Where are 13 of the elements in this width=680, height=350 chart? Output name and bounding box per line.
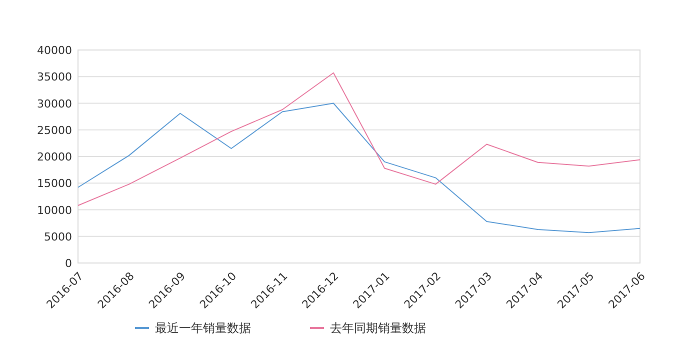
y-tick-label: 15000 (37, 177, 72, 190)
line-series (78, 72, 640, 206)
y-tick-label: 40000 (37, 44, 72, 57)
y-tick-label: 20000 (37, 150, 72, 164)
y-tick-label: 10000 (37, 204, 72, 217)
line-series (78, 102, 640, 234)
legend-label: 最近一年销量数据 (155, 321, 251, 335)
y-tick-label: 35000 (37, 70, 72, 84)
y-tick-label: 0 (65, 257, 72, 270)
legend-label: 去年同期销量数据 (330, 321, 426, 335)
y-tick-label: 25000 (37, 124, 72, 137)
y-tick-label: 30000 (37, 97, 72, 110)
y-tick-label: 5000 (44, 230, 72, 244)
